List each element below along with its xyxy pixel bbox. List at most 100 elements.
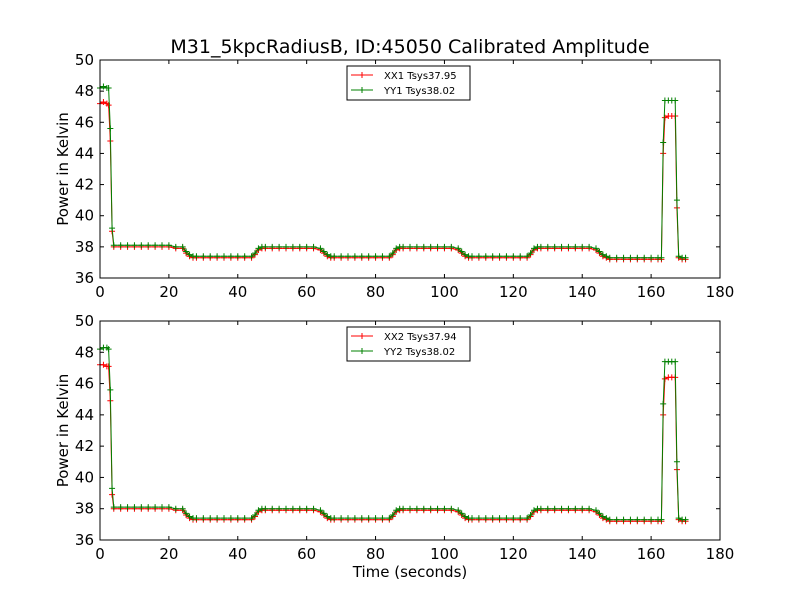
data-point — [248, 253, 255, 260]
y-tick-label: 46 — [75, 375, 94, 393]
legend-1: XX1 Tsys37.95 YY1 Tsys38.02 — [346, 65, 471, 101]
data-point — [400, 243, 407, 250]
data-point — [596, 510, 603, 517]
x-tick-label: 140 — [568, 283, 597, 301]
x-tick-label: 180 — [706, 545, 735, 563]
legend-marker — [359, 348, 365, 354]
data-point — [448, 505, 455, 512]
data-point — [407, 243, 413, 250]
data-point — [544, 243, 551, 250]
data-point — [289, 505, 296, 512]
data-point — [152, 242, 159, 249]
data-point — [606, 516, 613, 523]
data-point — [441, 505, 448, 512]
x-tick-label: 40 — [228, 545, 247, 563]
data-point — [221, 515, 227, 522]
y-tick-label: 50 — [75, 51, 94, 69]
data-point — [682, 516, 689, 523]
legend-label: XX1 Tsys37.95 — [384, 71, 457, 82]
data-point — [475, 515, 482, 522]
data-point — [262, 505, 269, 512]
data-point — [207, 253, 214, 260]
data-point — [675, 253, 682, 260]
data-point — [117, 242, 124, 249]
legend-marker — [359, 333, 365, 339]
x-tick-label: 20 — [159, 545, 178, 563]
data-point — [558, 505, 565, 512]
data-point — [283, 243, 289, 250]
data-point — [124, 242, 131, 249]
data-point — [100, 99, 107, 106]
data-point — [393, 507, 400, 514]
data-point — [503, 515, 510, 522]
data-point — [503, 253, 510, 260]
data-point — [379, 515, 386, 522]
data-point — [379, 253, 386, 260]
data-point — [241, 253, 248, 260]
data-point — [527, 511, 534, 518]
data-point — [105, 346, 112, 353]
data-point — [496, 253, 503, 260]
legend-box — [346, 65, 471, 101]
data-point — [193, 253, 200, 260]
data-point — [109, 485, 116, 492]
data-point — [586, 505, 593, 512]
data-point — [634, 516, 641, 523]
data-point — [661, 114, 668, 121]
data-point — [172, 505, 179, 512]
data-point — [661, 375, 668, 382]
data-point — [152, 504, 159, 511]
data-point — [200, 253, 207, 260]
data-point — [105, 363, 112, 370]
data-point — [603, 253, 610, 260]
y-tick-label: 42 — [75, 437, 94, 455]
x-tick-label: 120 — [499, 545, 528, 563]
data-point — [599, 251, 606, 258]
data-point — [599, 513, 606, 520]
data-point — [672, 97, 679, 104]
data-point — [393, 245, 400, 252]
data-point — [682, 254, 689, 261]
data-point — [241, 515, 248, 522]
data-point — [658, 516, 665, 523]
legend-box — [346, 326, 471, 362]
data-point — [324, 251, 331, 258]
data-point — [648, 254, 655, 261]
y-tick-label: 38 — [75, 238, 94, 256]
data-point — [489, 253, 496, 260]
data-point — [606, 254, 613, 261]
legend-marker — [359, 72, 365, 78]
x-tick-label: 60 — [297, 283, 316, 301]
plot-frame-2 — [99, 320, 721, 541]
data-point — [660, 400, 667, 407]
data-point — [227, 515, 234, 522]
data-point — [531, 507, 537, 514]
data-point — [351, 253, 358, 260]
data-point — [434, 243, 441, 250]
data-point — [551, 243, 558, 250]
data-point — [365, 253, 372, 260]
y-tick-label: 42 — [75, 176, 94, 194]
data-point — [165, 504, 172, 511]
data-point — [648, 516, 655, 523]
data-point — [110, 242, 117, 249]
x-tick-label: 0 — [95, 283, 105, 301]
data-point — [179, 243, 186, 250]
data-point — [427, 505, 434, 512]
data-point — [675, 515, 682, 522]
y-tick-label: 44 — [75, 406, 94, 424]
data-point — [407, 505, 413, 512]
data-point — [183, 510, 190, 517]
data-point — [331, 253, 338, 260]
data-point — [389, 511, 396, 518]
data-point — [338, 253, 345, 260]
data-point — [469, 515, 475, 522]
data-point — [221, 253, 227, 260]
data-point — [482, 253, 489, 260]
data-point — [524, 253, 531, 260]
data-point — [372, 515, 379, 522]
data-point — [386, 515, 393, 522]
data-point — [117, 504, 124, 511]
x-tick-label: 180 — [706, 283, 735, 301]
